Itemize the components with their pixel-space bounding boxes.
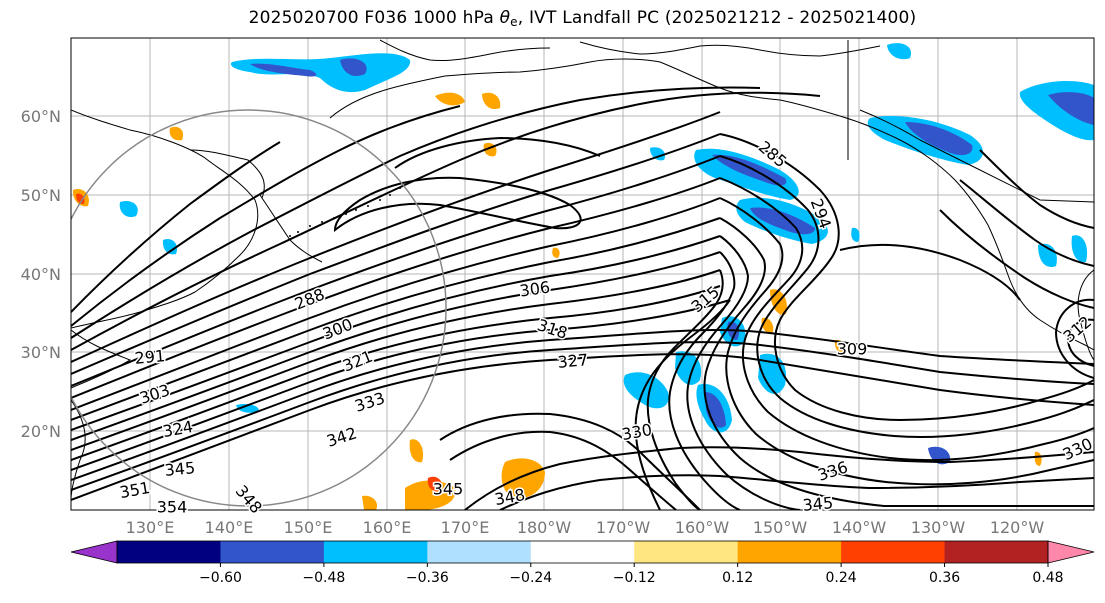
lon-label: 140°W: [832, 518, 887, 537]
colorbar-segment: [117, 541, 221, 563]
colorbar-extend-min: [70, 540, 118, 564]
lon-label: 150°E: [284, 518, 333, 537]
lon-label: 160°E: [363, 518, 412, 537]
contour-label: 345: [802, 493, 834, 515]
colorbar-segment: [530, 541, 635, 563]
colorbar-segment: [634, 541, 739, 563]
colorbar-tick-label: 0.36: [929, 570, 960, 586]
contour-label: 291: [134, 346, 166, 368]
map-frame: [70, 37, 1095, 511]
lat-label: 20°N: [21, 422, 61, 441]
colorbar-tick-label: −0.36: [406, 570, 449, 586]
longitude-labels: 130°E 140°E 150°E 160°E 170°E 180°W 170°…: [126, 518, 1045, 537]
latitude-labels: 60°N 50°N 40°N 30°N 20°N: [21, 107, 61, 441]
colorbar-extend-max: [1047, 540, 1095, 564]
colorbar-tick-label: −0.24: [509, 570, 552, 586]
colorbar-segment: [841, 541, 946, 563]
lon-label: 120°W: [990, 518, 1045, 537]
contour-label: 327: [557, 350, 589, 372]
colorbar-outline: [116, 540, 1049, 564]
colorbar-tick-label: −0.48: [302, 570, 345, 586]
lon-label: 130°E: [126, 518, 175, 537]
lon-label: 170°W: [596, 518, 651, 537]
colorbar-tick-label: 0.48: [1032, 570, 1063, 586]
colorbar-tick-label: 0.12: [722, 570, 753, 586]
colorbar-segment: [737, 541, 842, 563]
contour-label: 345: [164, 458, 196, 480]
landfall-circle: [71, 109, 447, 507]
lon-label: 170°E: [441, 518, 490, 537]
lat-label: 30°N: [21, 343, 61, 362]
lat-label: 60°N: [21, 107, 61, 126]
colorbar-tick-label: 0.24: [826, 570, 857, 586]
colorbar: −0.60 −0.48 −0.36 −0.24 −0.12 0.12 0.24 0.36 0.4…: [70, 540, 1095, 586]
contour-label: 345: [433, 480, 464, 499]
lon-label: 130°W: [911, 518, 966, 537]
theta-e-contours: [71, 86, 1094, 510]
lon-label: 160°W: [675, 518, 730, 537]
lat-label: 40°N: [21, 265, 61, 284]
lon-label: 140°E: [205, 518, 254, 537]
lon-label: 150°W: [753, 518, 808, 537]
ivt-pc-shading: [72, 43, 1094, 510]
colorbar-segment: [427, 541, 532, 563]
lon-label: 180°W: [517, 518, 572, 537]
colorbar-segment: [323, 541, 428, 563]
colorbar-tick-label: −0.60: [199, 570, 242, 586]
contour-label: 354: [157, 498, 188, 517]
lat-label: 50°N: [21, 186, 61, 205]
colorbar-tick-label: −0.12: [613, 570, 656, 586]
colorbar-segment: [944, 541, 1049, 563]
map-title: 2025020700 F036 1000 hPa θe, IVT Landfal…: [248, 8, 917, 29]
colorbar-segment: [220, 541, 325, 563]
contour-label: 309: [837, 340, 868, 359]
